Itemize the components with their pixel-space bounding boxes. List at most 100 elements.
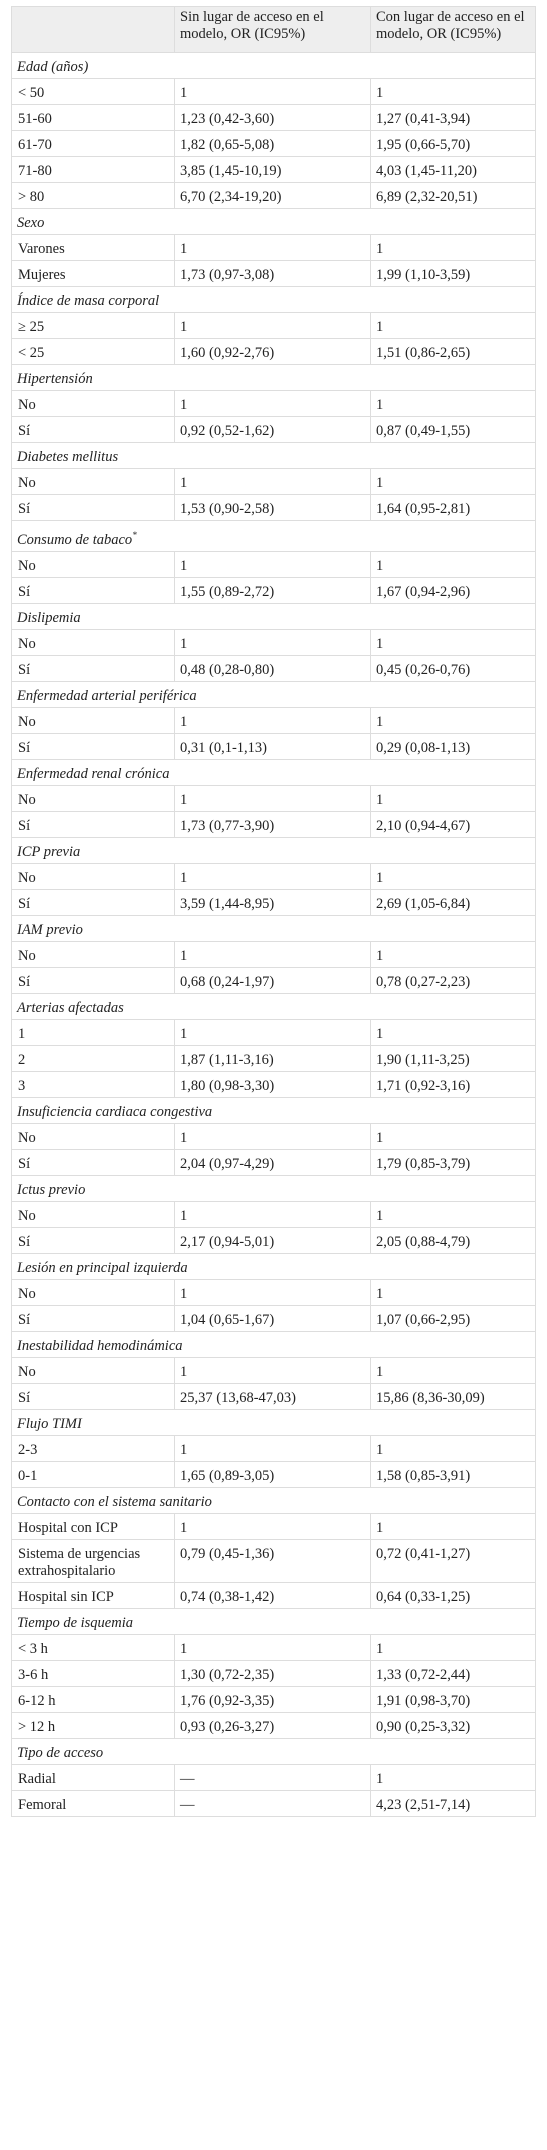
section-title: Tipo de acceso <box>17 1744 104 1761</box>
data-row: ≥ 25 1 1 <box>11 312 536 339</box>
odds-ratio: 1 <box>370 1356 536 1384</box>
data-row: Sí 0,48 (0,28-0,80) 0,45 (0,26-0,76) <box>11 654 536 682</box>
odds-ratio: 1 <box>370 706 536 734</box>
odds-ratio: 2,05 (0,88-4,79) <box>370 1226 536 1254</box>
odds-ratio: 1,90 (1,11-3,25) <box>370 1044 536 1072</box>
odds-ratio: 15,86 (8,36-30,09) <box>370 1382 536 1410</box>
data-row: Sí 3,59 (1,44-8,95) 2,69 (1,05-6,84) <box>11 888 536 916</box>
section-row: Flujo TIMI <box>11 1408 536 1436</box>
row-label: 51-60 <box>11 104 175 131</box>
data-row: 3-6 h 1,30 (0,72-2,35) 1,33 (0,72-2,44) <box>11 1659 536 1687</box>
row-label: Hospital sin ICP <box>11 1581 175 1609</box>
odds-ratio: 1,60 (0,92-2,76) <box>174 338 371 365</box>
row-label: Sí <box>11 966 175 994</box>
row-label: Sí <box>11 732 175 760</box>
odds-ratio: 1,27 (0,41-3,94) <box>370 104 536 131</box>
odds-ratio: 0,64 (0,33-1,25) <box>370 1581 536 1609</box>
section-title-cell: Tipo de acceso <box>11 1737 536 1765</box>
row-label: 3 <box>11 1070 175 1098</box>
row-label: < 3 h <box>11 1633 175 1661</box>
odds-ratio: 0,92 (0,52-1,62) <box>174 416 371 443</box>
row-label: No <box>11 940 175 968</box>
row-label: 0-1 <box>11 1460 175 1488</box>
section-title-cell: Consumo de tabaco* <box>11 520 536 552</box>
section-row: IAM previo <box>11 914 536 942</box>
data-row: 6-12 h 1,76 (0,92-3,35) 1,91 (0,98-3,70) <box>11 1685 536 1713</box>
section-title: Índice de masa corporal <box>17 293 160 309</box>
odds-ratio: 2,69 (1,05-6,84) <box>370 888 536 916</box>
odds-ratio: 1,58 (0,85-3,91) <box>370 1460 536 1488</box>
data-row: Sí 1,04 (0,65-1,67) 1,07 (0,66-2,95) <box>11 1304 536 1332</box>
section-title-cell: Insuficiencia cardiaca congestiva <box>11 1096 536 1124</box>
section-title-cell: IAM previo <box>11 914 536 942</box>
row-label: 71-80 <box>11 156 175 183</box>
odds-ratio: 1,71 (0,92-3,16) <box>370 1070 536 1098</box>
data-row: 2 1,87 (1,11-3,16) 1,90 (1,11-3,25) <box>11 1044 536 1072</box>
row-label: No <box>11 1122 175 1150</box>
odds-ratio: 1,65 (0,89-3,05) <box>174 1460 371 1488</box>
data-row: 0-1 1,65 (0,89-3,05) 1,58 (0,85-3,91) <box>11 1460 536 1488</box>
data-row: 51-60 1,23 (0,42-3,60) 1,27 (0,41-3,94) <box>11 104 536 131</box>
data-row: > 80 6,70 (2,34-19,20) 6,89 (2,32-20,51) <box>11 182 536 209</box>
section-title: Edad (años) <box>17 59 89 75</box>
data-row: 71-80 3,85 (1,45-10,19) 4,03 (1,45-11,20) <box>11 156 536 183</box>
row-label: No <box>11 1200 175 1228</box>
data-row: No 1 1 <box>11 1122 536 1150</box>
data-row: Radial —1 <box>11 1763 536 1791</box>
section-title-cell: Diabetes mellitus <box>11 442 536 469</box>
odds-ratio: 1,04 (0,65-1,67) <box>174 1304 371 1332</box>
odds-ratio: 1,82 (0,65-5,08) <box>174 130 371 157</box>
data-row: Sí 1,53 (0,90-2,58) 1,64 (0,95-2,81) <box>11 494 536 521</box>
odds-ratio: 1 <box>370 628 536 656</box>
section-title: Arterias afectadas <box>17 999 124 1016</box>
row-label: Sí <box>11 494 175 521</box>
odds-ratio: 2,17 (0,94-5,01) <box>174 1226 371 1254</box>
data-row: Sí 1,73 (0,77-3,90) 2,10 (0,94-4,67) <box>11 810 536 838</box>
odds-ratio: 1 <box>174 1018 371 1046</box>
odds-ratio: 1,23 (0,42-3,60) <box>174 104 371 131</box>
odds-ratio: 1 <box>174 78 371 105</box>
row-label: 2 <box>11 1044 175 1072</box>
data-row: 2-3 1 1 <box>11 1434 536 1462</box>
row-label: < 50 <box>11 78 175 105</box>
odds-ratio: 1 <box>370 1434 536 1462</box>
row-label: No <box>11 1356 175 1384</box>
data-row: < 25 1,60 (0,92-2,76) 1,51 (0,86-2,65) <box>11 338 536 365</box>
odds-ratio: 1 <box>174 550 371 578</box>
odds-ratio: 1 <box>370 1122 536 1150</box>
section-title: Diabetes mellitus <box>17 449 119 465</box>
odds-ratio: 0,79 (0,45-1,36) <box>174 1538 371 1583</box>
row-label: 6-12 h <box>11 1685 175 1713</box>
odds-ratio: 1 <box>174 390 371 417</box>
odds-ratio: 1,30 (0,72-2,35) <box>174 1659 371 1687</box>
section-row: Contacto con el sistema sanitario <box>11 1486 536 1514</box>
data-row: Mujeres 1,73 (0,97-3,08) 1,99 (1,10-3,59) <box>11 260 536 287</box>
section-title: Ictus previo <box>17 1181 86 1198</box>
row-label: No <box>11 468 175 495</box>
odds-ratio: 1,73 (0,77-3,90) <box>174 810 371 838</box>
section-title: Enfermedad renal crónica <box>17 765 170 782</box>
results-table: Sin lugar de acceso en el modelo, OR (IC… <box>11 6 536 1817</box>
odds-ratio: 25,37 (13,68-47,03) <box>174 1382 371 1410</box>
odds-ratio: 1 <box>370 862 536 890</box>
odds-ratio: 0,31 (0,1-1,13) <box>174 732 371 760</box>
odds-ratio: 0,48 (0,28-0,80) <box>174 654 371 682</box>
odds-ratio: 1,51 (0,86-2,65) <box>370 338 536 365</box>
odds-ratio: 1,73 (0,97-3,08) <box>174 260 371 287</box>
odds-ratio: 0,78 (0,27-2,23) <box>370 966 536 994</box>
data-row: No 1 1 <box>11 390 536 417</box>
row-label: 3-6 h <box>11 1659 175 1687</box>
data-row: No 1 1 <box>11 1200 536 1228</box>
section-title: ICP previa <box>17 843 81 860</box>
section-title: Contacto con el sistema sanitario <box>17 1493 212 1510</box>
section-title-cell: Edad (años) <box>11 52 536 79</box>
data-row: No 1 1 <box>11 862 536 890</box>
odds-ratio: 2,10 (0,94-4,67) <box>370 810 536 838</box>
section-title: IAM previo <box>17 921 83 938</box>
section-title: Insuficiencia cardiaca congestiva <box>17 1103 213 1120</box>
odds-ratio: 1,07 (0,66-2,95) <box>370 1304 536 1332</box>
header-row: Sin lugar de acceso en el modelo, OR (IC… <box>11 6 536 53</box>
odds-ratio: 1 <box>174 1278 371 1306</box>
